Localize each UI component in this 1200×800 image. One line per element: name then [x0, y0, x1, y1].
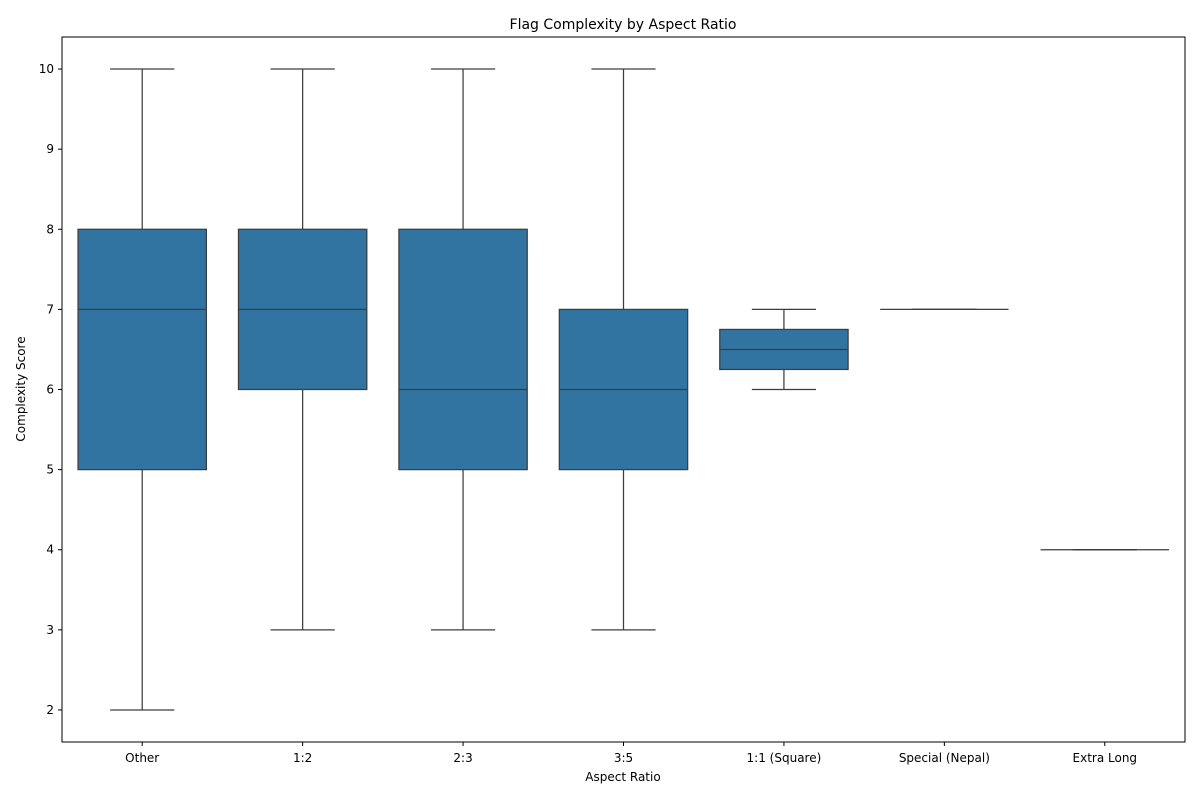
x-tick-label: 3:5 — [614, 751, 633, 765]
x-axis: Other 1:2 2:3 3:5 1:1 (Square) Special (Nepal… — [125, 742, 1137, 765]
x-tick-label: Special (Nepal) — [899, 751, 990, 765]
box-group — [558, 68, 689, 631]
y-axis-title: Complexity Score — [14, 336, 28, 441]
box-group — [719, 308, 849, 391]
chart-title: Flag Complexity by Aspect Ratio — [510, 17, 737, 33]
iqr-box — [77, 228, 208, 471]
y-tick-label: 7 — [46, 302, 54, 316]
y-tick-label: 2 — [46, 703, 54, 717]
y-tick-label: 9 — [46, 142, 54, 156]
iqr-box — [398, 228, 528, 471]
y-tick-label: 10 — [39, 62, 54, 76]
y-tick-label: 6 — [46, 383, 54, 397]
y-tick-label: 4 — [46, 543, 54, 557]
x-tick-label: 1:1 (Square) — [747, 751, 822, 765]
x-tick-label: 1:2 — [293, 751, 312, 765]
box-group — [237, 68, 368, 631]
y-tick-label: 5 — [46, 463, 54, 477]
box-group — [77, 68, 208, 711]
x-tick-label: 2:3 — [453, 751, 472, 765]
y-tick-label: 8 — [46, 222, 54, 236]
x-axis-title: Aspect Ratio — [585, 770, 660, 784]
x-tick-label: Other — [125, 751, 159, 765]
x-tick-label: Extra Long — [1073, 751, 1138, 765]
box-group — [398, 68, 528, 631]
plot-area — [61, 36, 1186, 743]
y-axis: 2 3 4 5 6 7 8 9 10 — [39, 62, 62, 717]
y-tick-label: 3 — [46, 623, 54, 637]
